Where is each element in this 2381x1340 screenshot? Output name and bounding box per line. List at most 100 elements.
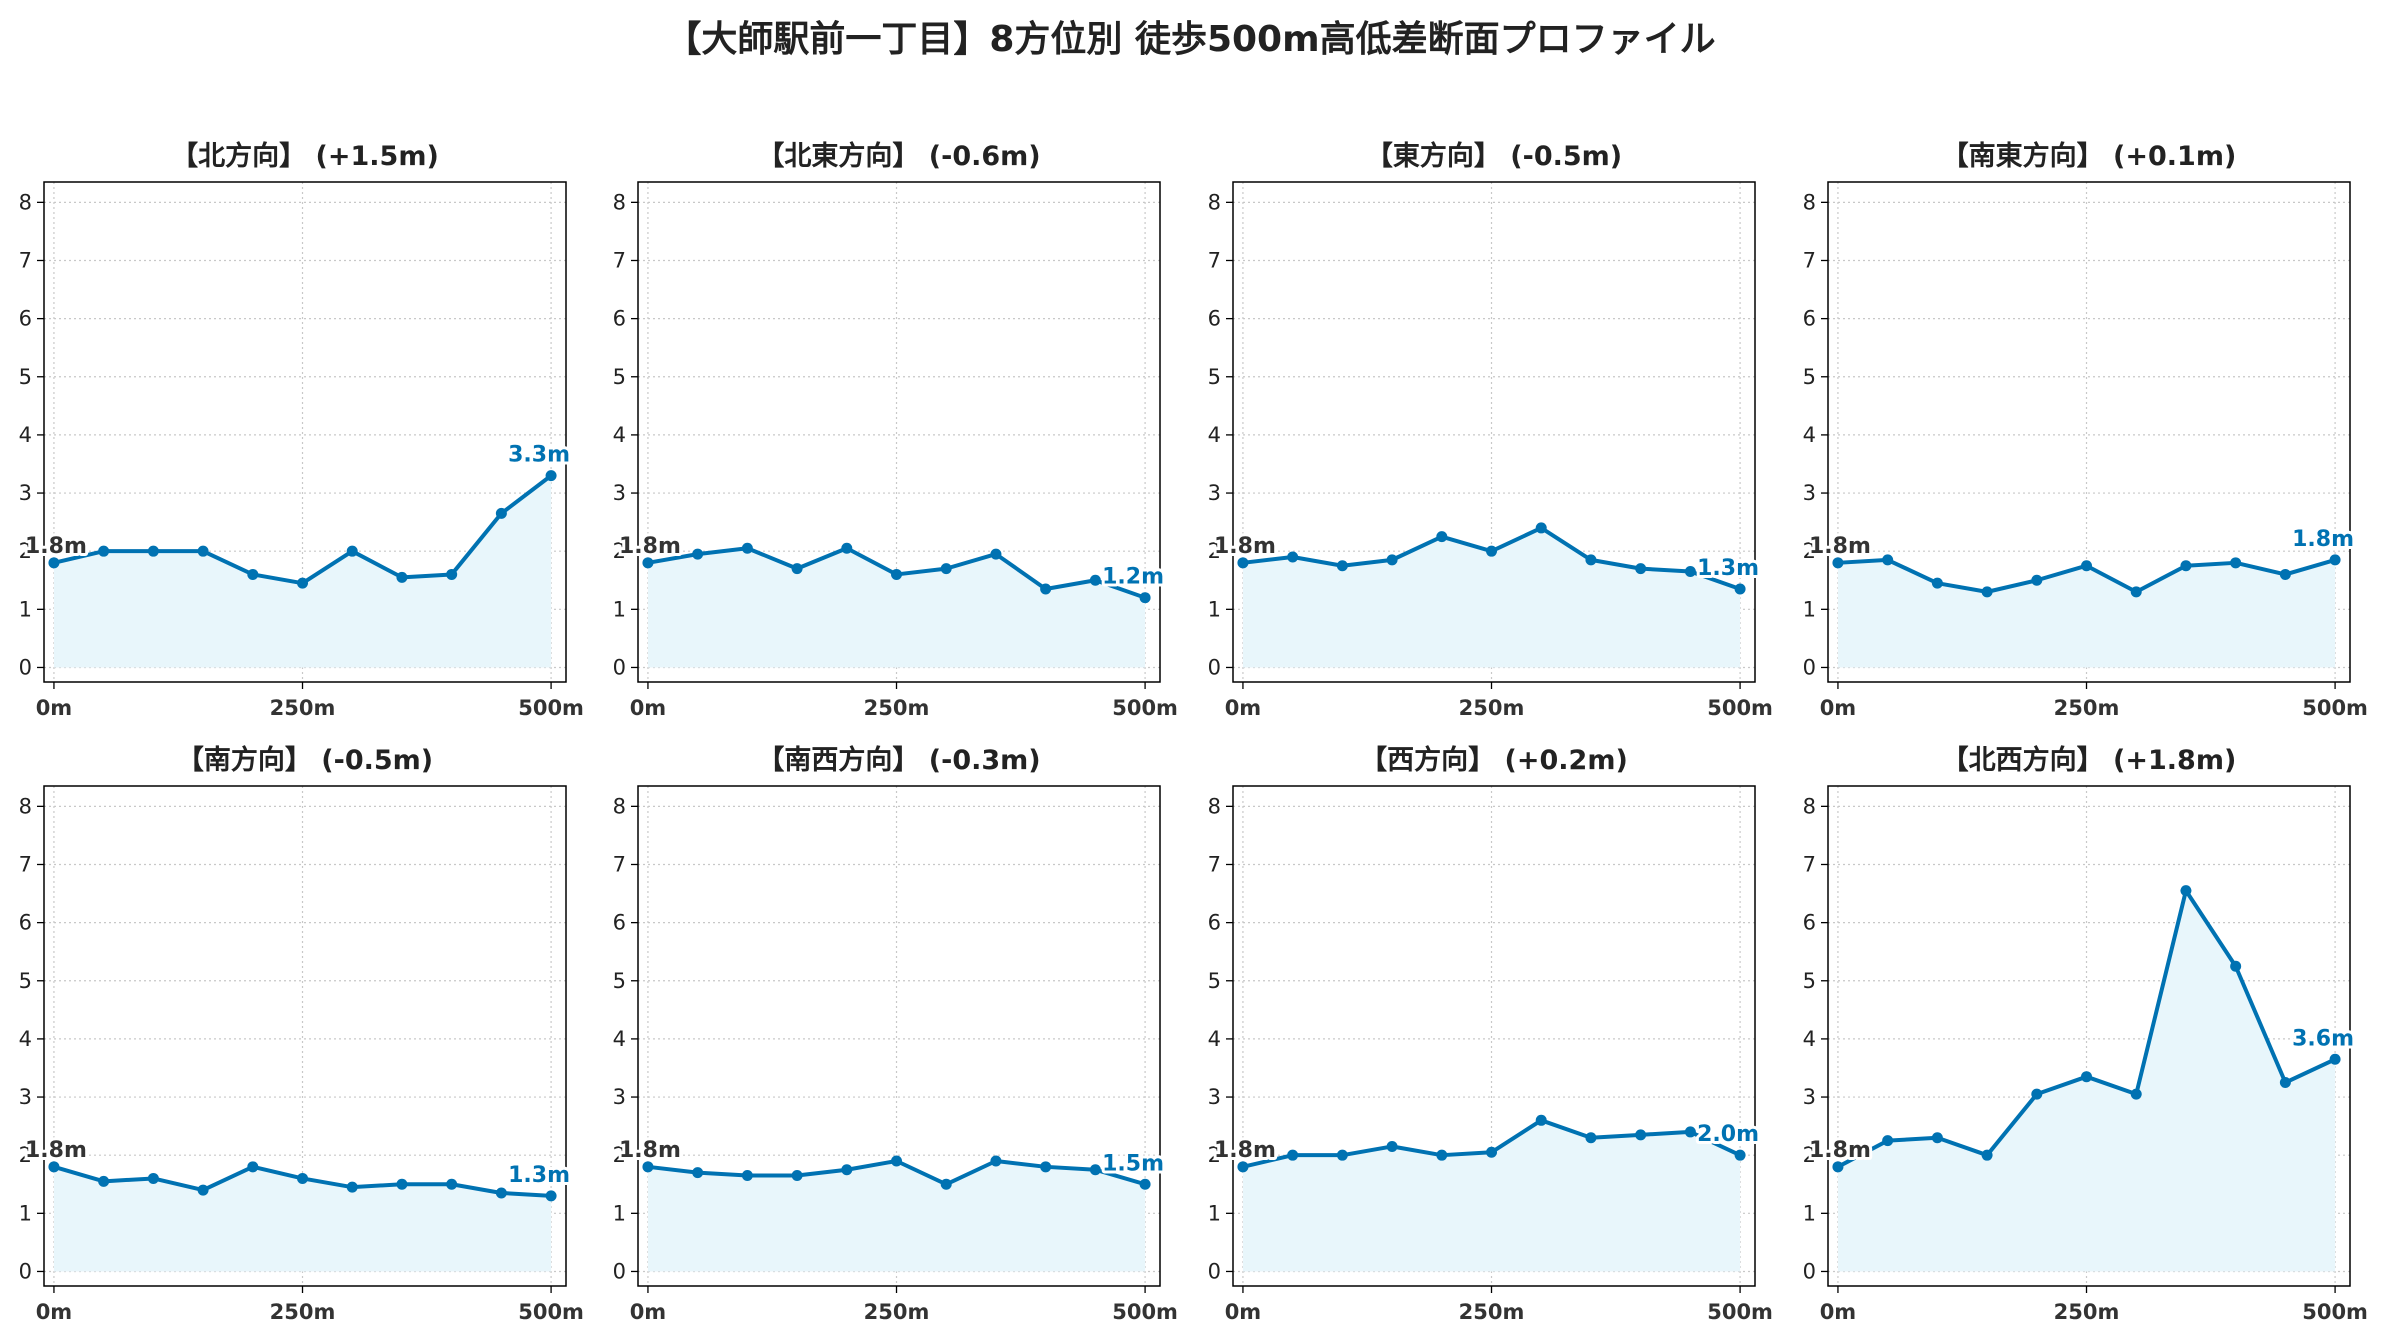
profile-point	[2329, 1053, 2341, 1065]
end-elevation-label: 2.0m	[1697, 1122, 1759, 1147]
y-tick-label: 1	[19, 1201, 32, 1225]
profile-area	[647, 548, 1146, 668]
y-tick-label: 8	[19, 190, 32, 214]
profile-point	[741, 542, 753, 554]
y-tick-label: 0	[1208, 1259, 1221, 1283]
y-tick-label: 2	[613, 1143, 626, 1167]
y-tick-label: 6	[1208, 911, 1221, 935]
y-tick-label: 1	[613, 597, 626, 621]
profile-point	[545, 1190, 557, 1202]
x-tick-label: 250m	[1459, 696, 1525, 720]
x-tick-label: 0m	[630, 696, 667, 720]
profile-point	[1734, 583, 1746, 595]
profile-panel-3: 【南東方向】 (+0.1m) 0 1 2 3 4 5 6 7 8 0m 250m 500m 1.8m 1.8…	[1803, 140, 2368, 720]
start-elevation-label: 1.8m	[25, 534, 87, 559]
start-elevation-label: 1.8m	[619, 1138, 681, 1163]
profile-point	[2031, 574, 2043, 586]
profile-point	[495, 507, 507, 519]
start-label-halo: 1.8m	[25, 534, 87, 559]
profile-point	[1535, 1114, 1547, 1126]
profile-point	[197, 545, 209, 557]
profile-point	[1486, 1146, 1498, 1158]
profile-point	[2031, 1088, 2043, 1100]
y-tick-label: 2	[1208, 539, 1221, 563]
profile-point	[940, 1178, 952, 1190]
y-tick-label: 2	[19, 1143, 32, 1167]
start-elevation-label: 1.8m	[1809, 534, 1871, 559]
y-tick-label: 3	[613, 481, 626, 505]
profile-point	[446, 568, 458, 580]
profile-point	[1237, 1161, 1249, 1173]
profile-point	[247, 568, 259, 580]
y-tick-label: 2	[613, 539, 626, 563]
x-tick-label: 250m	[864, 1300, 930, 1324]
end-label-halo: 3.6m	[2292, 1026, 2354, 1051]
y-tick-label: 5	[1208, 365, 1221, 389]
profile-point	[642, 1161, 654, 1173]
y-tick-label: 7	[613, 852, 626, 876]
profile-point	[2230, 557, 2242, 569]
end-label-halo: 1.5m	[1102, 1151, 1164, 1176]
end-label-halo: 1.3m	[1697, 556, 1759, 581]
y-tick-label: 6	[19, 307, 32, 331]
profile-point	[1635, 1129, 1647, 1141]
panel-title: 【南方向】 (-0.5m)	[177, 744, 433, 776]
profile-point	[247, 1161, 259, 1173]
plot-frame	[637, 785, 1161, 1287]
profile-point	[1931, 1132, 1943, 1144]
y-tick-label: 3	[1208, 1085, 1221, 1109]
profile-point	[1089, 1164, 1101, 1176]
start-label-halo: 1.8m	[1809, 534, 1871, 559]
profile-point	[2329, 554, 2341, 566]
x-tick-label: 0m	[1225, 696, 1262, 720]
x-tick-label: 500m	[2302, 696, 2368, 720]
profile-point	[692, 548, 704, 560]
y-tick-label: 3	[19, 481, 32, 505]
y-tick-label: 3	[1208, 481, 1221, 505]
x-tick-label: 0m	[630, 1300, 667, 1324]
profile-point	[1040, 1161, 1052, 1173]
y-tick-label: 6	[1803, 307, 1816, 331]
x-tick-label: 500m	[1707, 1300, 1773, 1324]
profile-area	[53, 1166, 552, 1272]
y-tick-label: 4	[19, 1027, 32, 1051]
y-tick-label: 2	[1208, 1143, 1221, 1167]
start-label-halo: 1.8m	[1809, 1138, 1871, 1163]
profile-point	[1287, 551, 1299, 563]
plot-frame	[1827, 181, 2351, 683]
profile-point	[1287, 1149, 1299, 1161]
start-elevation-label: 1.8m	[25, 1138, 87, 1163]
x-tick-label: 250m	[270, 696, 336, 720]
profile-point	[297, 1172, 309, 1184]
profile-point	[1139, 592, 1151, 604]
profile-point	[2180, 885, 2192, 897]
y-tick-label: 4	[1803, 1027, 1816, 1051]
y-tick-label: 4	[19, 423, 32, 447]
profile-point	[346, 545, 358, 557]
profile-point	[1436, 1149, 1448, 1161]
x-tick-label: 500m	[518, 696, 584, 720]
y-tick-label: 4	[1803, 423, 1816, 447]
end-elevation-label: 1.8m	[2292, 527, 2354, 552]
y-tick-label: 6	[1208, 307, 1221, 331]
plot-frame	[1827, 785, 2351, 1287]
profile-point	[791, 563, 803, 575]
panel-title: 【北東方向】 (-0.6m)	[757, 140, 1040, 172]
profile-point	[1734, 1149, 1746, 1161]
end-elevation-label: 1.3m	[1697, 556, 1759, 581]
x-tick-label: 500m	[1707, 696, 1773, 720]
profile-point	[2279, 568, 2291, 580]
y-tick-label: 5	[19, 969, 32, 993]
y-tick-label: 7	[1208, 248, 1221, 272]
panel-title: 【南西方向】 (-0.3m)	[757, 744, 1040, 776]
y-tick-label: 4	[613, 1027, 626, 1051]
start-label-halo: 1.8m	[619, 1138, 681, 1163]
profile-point	[346, 1181, 358, 1193]
y-tick-label: 8	[19, 794, 32, 818]
profile-point	[446, 1178, 458, 1190]
profile-point	[1981, 1149, 1993, 1161]
